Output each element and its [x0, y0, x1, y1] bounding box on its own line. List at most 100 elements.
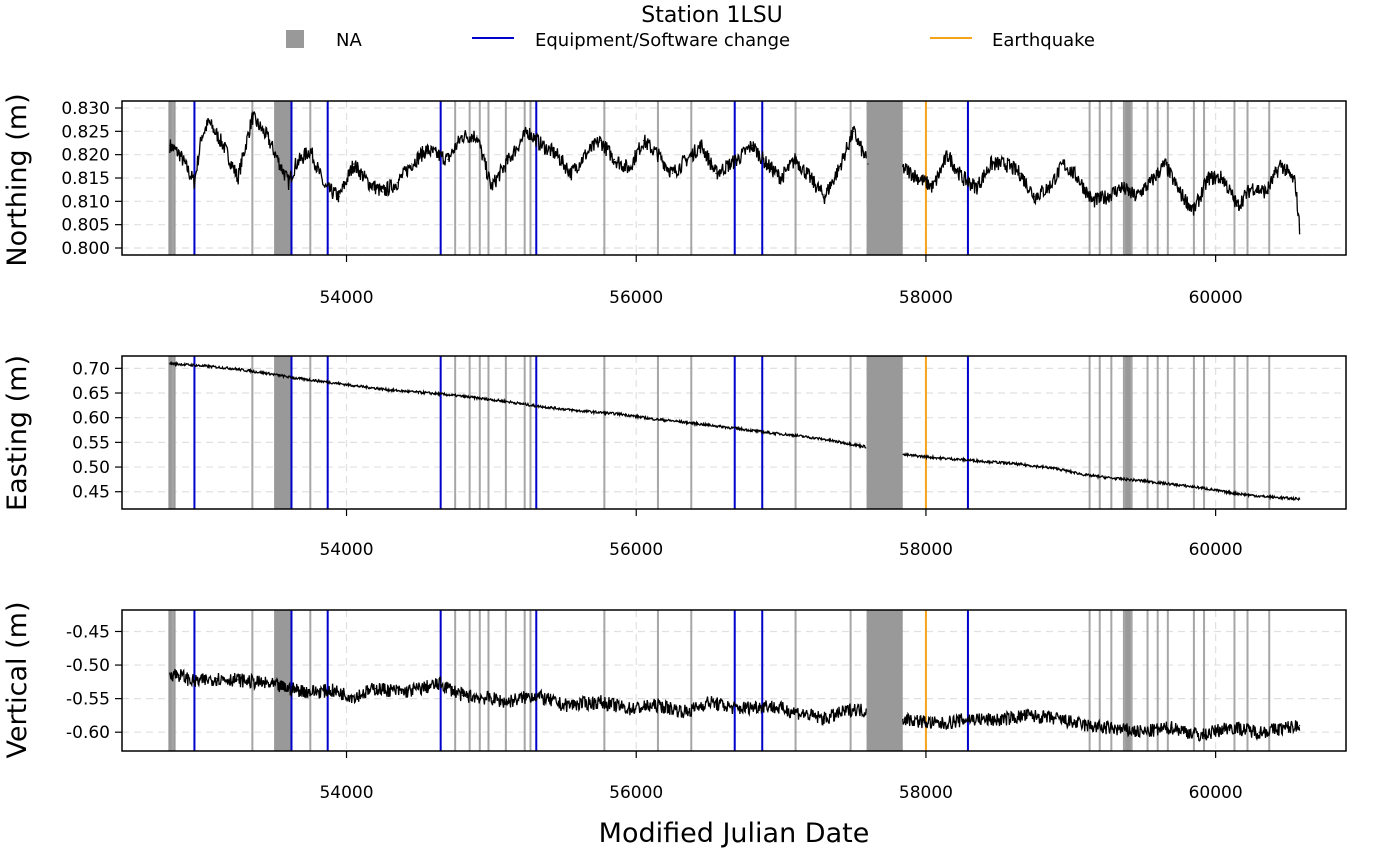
data-point	[1084, 724, 1086, 727]
data-point	[1265, 191, 1267, 193]
data-point	[266, 135, 268, 137]
data-point	[353, 385, 355, 387]
data-point	[621, 413, 623, 415]
data-point	[179, 674, 181, 676]
data-point	[1299, 724, 1301, 727]
data-point	[867, 163, 869, 165]
data-point	[780, 177, 782, 179]
data-point	[628, 708, 630, 710]
data-point	[708, 701, 710, 703]
data-point	[461, 694, 464, 696]
data-point	[367, 182, 369, 184]
data-point	[997, 719, 999, 721]
data-point	[903, 718, 905, 720]
data-point	[1142, 731, 1144, 733]
data-point	[642, 140, 645, 142]
x-tick-label: 58000	[899, 540, 953, 560]
data-point	[823, 196, 826, 198]
data-point	[476, 397, 478, 399]
legend: Station 1LSU NA Equipment/Software chang…	[286, 3, 1095, 51]
data-point	[700, 144, 703, 146]
y-tick-label: 0.800	[61, 239, 110, 259]
data-point	[939, 457, 942, 459]
data-point	[577, 410, 579, 412]
data-point	[1135, 196, 1137, 198]
series-line	[169, 360, 1301, 502]
data-point	[794, 158, 797, 160]
data-point	[628, 168, 630, 170]
data-point	[201, 365, 203, 367]
plot-frame	[121, 609, 1347, 752]
data-point	[1019, 172, 1021, 174]
data-point	[389, 389, 391, 391]
data-point	[1164, 163, 1166, 165]
y-tick-label: 0.820	[61, 146, 110, 166]
data-point	[186, 168, 188, 170]
data-point	[679, 421, 681, 423]
y-tick-label: -0.55	[66, 690, 110, 710]
na-band	[866, 356, 903, 509]
data-point	[169, 672, 171, 674]
data-point	[765, 163, 768, 165]
data-point	[686, 158, 688, 160]
data-point	[1026, 714, 1028, 717]
data-point	[541, 144, 543, 146]
data-point	[657, 154, 659, 156]
y-axis-title: Northing (m)	[2, 93, 33, 266]
data-point	[169, 144, 171, 146]
data-point	[1084, 474, 1086, 476]
legend-na-swatch	[286, 30, 304, 48]
data-point	[526, 130, 529, 132]
data-point	[765, 431, 768, 434]
data-point	[266, 372, 268, 374]
na-band	[866, 101, 903, 255]
data-point	[411, 163, 413, 165]
y-tick-label: 0.50	[72, 458, 110, 478]
data-point	[309, 691, 311, 693]
data-point	[461, 135, 464, 137]
data-point	[230, 367, 232, 369]
data-point	[534, 694, 536, 696]
data-point	[947, 154, 949, 156]
y-tick-label: -0.60	[66, 723, 110, 743]
data-point	[1106, 196, 1108, 198]
data-point	[295, 377, 297, 379]
plot-frame	[121, 355, 1347, 510]
y-tick-label: 0.830	[61, 99, 110, 119]
na-band	[1122, 610, 1132, 751]
data-point	[1091, 200, 1094, 202]
data-point	[570, 172, 572, 174]
data-point	[794, 434, 797, 437]
x-tick-label: 58000	[899, 288, 953, 308]
x-tick-label: 56000	[609, 540, 663, 560]
data-point	[1149, 182, 1152, 184]
data-point	[613, 158, 616, 160]
data-point	[208, 121, 210, 123]
easting-panel: 0.45 0.50 0.55 0.60 0.65 0.70 54000 56000 58000 6…	[2, 355, 1347, 560]
data-point	[968, 459, 970, 461]
data-point	[287, 687, 290, 690]
data-point	[1048, 186, 1050, 188]
data-point	[1280, 163, 1282, 165]
data-point	[1236, 205, 1238, 207]
y-axis-title: Vertical (m)	[2, 601, 33, 758]
data-point	[287, 182, 290, 184]
data-point	[852, 708, 855, 710]
data-point	[860, 445, 862, 447]
y-tick-label: 0.805	[61, 216, 110, 236]
data-point	[396, 182, 398, 184]
data-point	[490, 698, 492, 700]
data-point	[193, 182, 196, 184]
y-tick-label: 0.70	[72, 359, 110, 379]
data-point	[353, 696, 355, 698]
data-point	[809, 177, 811, 179]
data-point	[447, 158, 449, 160]
data-point	[505, 163, 507, 165]
data-point	[794, 711, 797, 713]
x-tick-label: 56000	[609, 288, 663, 308]
data-point	[201, 135, 203, 137]
x-tick-label: 54000	[319, 540, 373, 560]
data-point	[932, 186, 934, 188]
data-point	[968, 718, 970, 720]
